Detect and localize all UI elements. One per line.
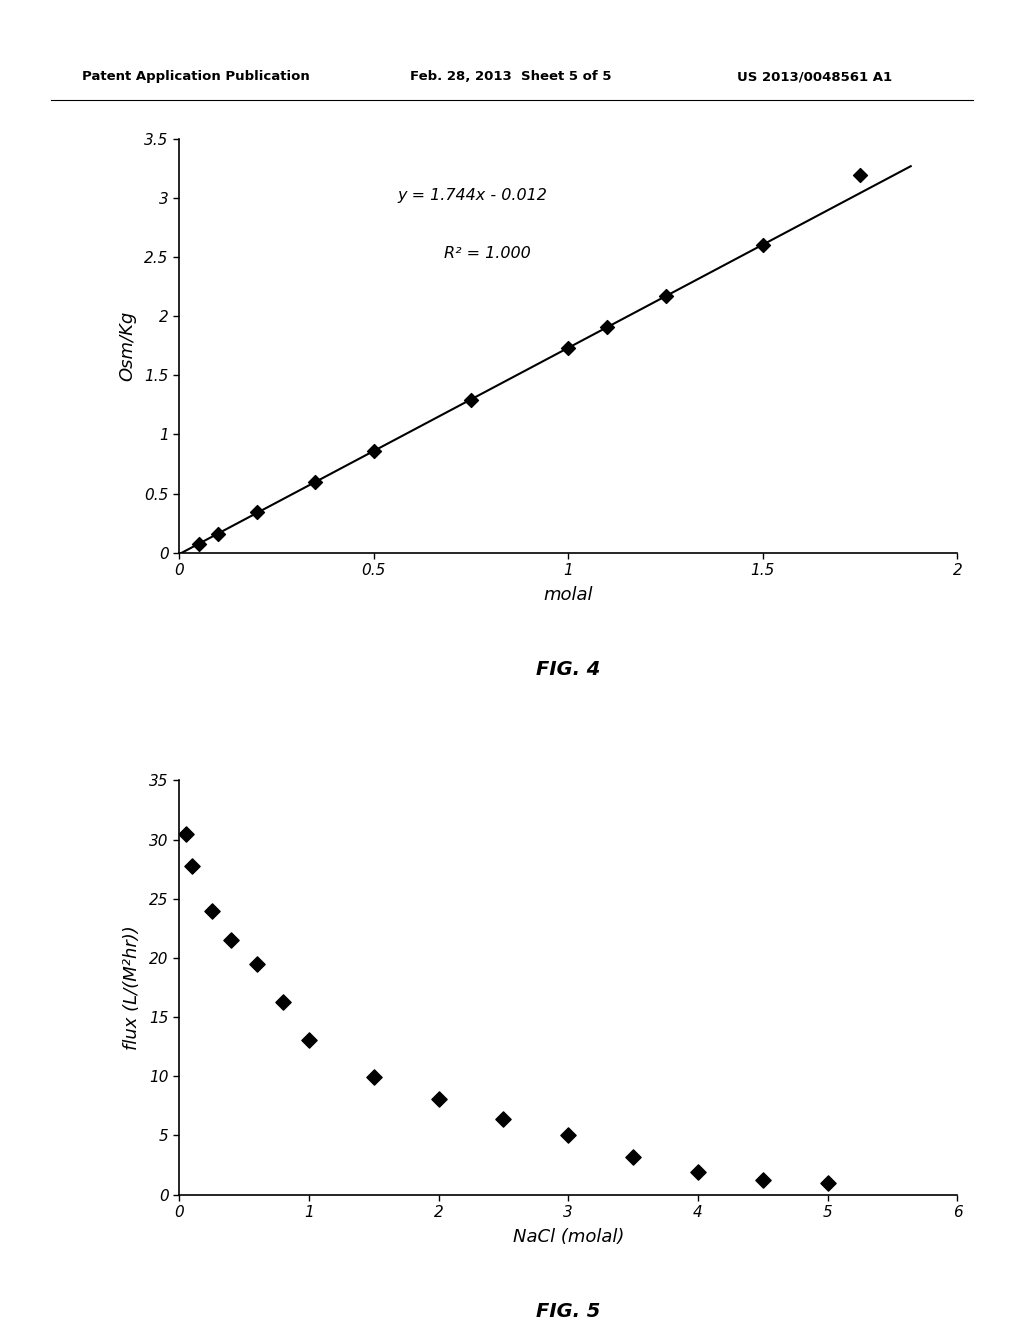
Point bbox=[560, 338, 577, 359]
Point bbox=[496, 1109, 512, 1130]
Point bbox=[755, 1170, 771, 1191]
Point bbox=[430, 1088, 446, 1109]
Point bbox=[625, 1146, 641, 1167]
Point bbox=[657, 285, 674, 306]
Point bbox=[301, 1030, 317, 1051]
Point bbox=[274, 991, 291, 1012]
Text: Patent Application Publication: Patent Application Publication bbox=[82, 70, 309, 83]
Point bbox=[249, 502, 265, 523]
Point bbox=[307, 471, 324, 492]
Text: R² = 1.000: R² = 1.000 bbox=[443, 247, 530, 261]
Point bbox=[819, 1172, 836, 1193]
Point bbox=[249, 953, 265, 974]
Y-axis label: Osm/Kg: Osm/Kg bbox=[118, 310, 136, 380]
Text: y = 1.744x - 0.012: y = 1.744x - 0.012 bbox=[397, 189, 547, 203]
Point bbox=[223, 929, 240, 950]
X-axis label: molal: molal bbox=[544, 586, 593, 605]
Y-axis label: flux (L/(M²hr)): flux (L/(M²hr)) bbox=[123, 925, 141, 1049]
X-axis label: NaCl (molal): NaCl (molal) bbox=[513, 1229, 624, 1246]
Point bbox=[177, 824, 194, 845]
Point bbox=[210, 523, 226, 544]
Text: US 2013/0048561 A1: US 2013/0048561 A1 bbox=[737, 70, 892, 83]
Point bbox=[560, 1125, 577, 1146]
Text: FIG. 5: FIG. 5 bbox=[537, 1303, 600, 1320]
Point bbox=[366, 441, 382, 462]
Point bbox=[463, 389, 479, 411]
Point bbox=[852, 165, 868, 186]
Point bbox=[599, 317, 615, 338]
Text: Feb. 28, 2013  Sheet 5 of 5: Feb. 28, 2013 Sheet 5 of 5 bbox=[410, 70, 611, 83]
Point bbox=[366, 1067, 382, 1088]
Point bbox=[190, 533, 207, 554]
Point bbox=[184, 855, 201, 876]
Point bbox=[204, 900, 220, 921]
Text: FIG. 4: FIG. 4 bbox=[537, 660, 600, 680]
Point bbox=[690, 1162, 707, 1183]
Point bbox=[755, 235, 771, 256]
